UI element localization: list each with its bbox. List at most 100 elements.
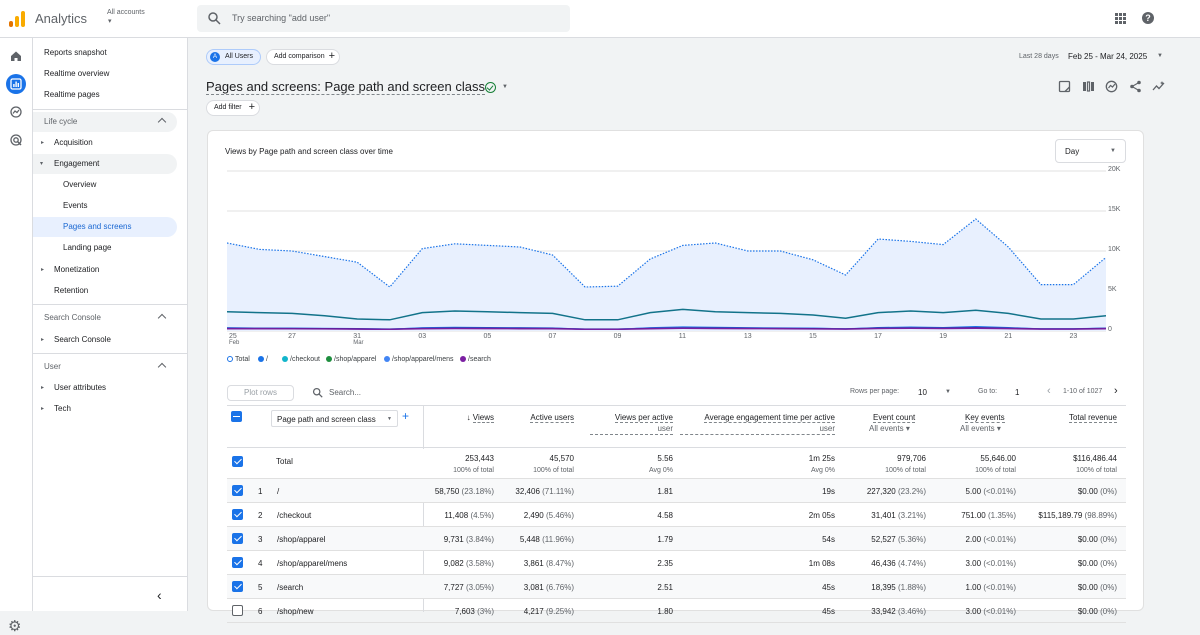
edit-comparison-icon[interactable] <box>1058 80 1071 93</box>
metric-value: 2,490 <box>523 511 544 520</box>
account-selector[interactable]: All accounts <box>107 9 145 16</box>
add-comparison-button[interactable]: Add comparison + <box>266 49 340 65</box>
nav-section-life-cycle[interactable]: Life cycle <box>33 112 177 132</box>
total-value: 253,443 <box>465 454 494 463</box>
next-page-icon[interactable]: › <box>1114 385 1118 397</box>
help-icon[interactable]: ? <box>1142 12 1154 24</box>
nav-monetization[interactable]: ▸ Monetization <box>33 260 177 280</box>
page-title[interactable]: Pages and screens: Page path and screen … <box>206 79 485 95</box>
share-icon[interactable] <box>1129 80 1142 93</box>
reports-icon[interactable] <box>6 74 26 94</box>
page-path[interactable]: /checkout <box>277 511 312 520</box>
previous-page-icon[interactable]: ‹ <box>1047 385 1051 397</box>
header-avg-engagement-time[interactable]: Average engagement time per active user <box>680 412 835 435</box>
header-views-per-active-user[interactable]: Views per active user <box>590 412 673 435</box>
plot-rows-button[interactable]: Plot rows <box>227 385 294 401</box>
page-path[interactable]: / <box>277 487 280 496</box>
table-row[interactable]: 2/checkout 11,408 (4.5%) 2,490 (5.46%) 4.58… <box>227 503 1126 527</box>
series-line-1[interactable] <box>227 308 1106 321</box>
caret-down-icon[interactable]: ▼ <box>1157 53 1163 59</box>
series-line-0[interactable] <box>227 218 1106 288</box>
metric-value: 31,401 <box>871 511 896 520</box>
metric-value: 1.80 <box>657 607 673 616</box>
search-box[interactable]: Try searching "add user" <box>197 5 570 32</box>
legend-item[interactable]: /search <box>460 356 491 363</box>
advertising-icon[interactable] <box>6 130 26 150</box>
nav-tech[interactable]: ▸ Tech <box>33 399 177 419</box>
nav-engagement-overview[interactable]: Overview <box>33 175 177 195</box>
rows-per-page-select[interactable]: 10 <box>918 388 927 397</box>
legend-item[interactable]: /shop/apparel/mens <box>384 356 453 363</box>
page-path[interactable]: /shop/apparel/mens <box>277 559 348 568</box>
collapse-nav-icon[interactable]: ‹ <box>157 587 162 603</box>
row-checkbox[interactable] <box>232 533 243 544</box>
series-line-5[interactable] <box>227 327 1106 331</box>
table-row[interactable]: 6/shop/new 7,603 (3%) 4,217 (9.25%) 1.80 45s… <box>227 599 1126 623</box>
nav-acquisition[interactable]: ▸ Acquisition <box>33 133 177 153</box>
metric-percent: (11.96%) <box>542 535 574 544</box>
nav-retention[interactable]: Retention <box>33 281 177 301</box>
legend-item[interactable]: Total <box>227 356 250 363</box>
legend-item[interactable]: / <box>258 356 268 363</box>
table-row[interactable]: 1 / 58,750 (23.18%) 32,406 (71.11%) 1.81 19s 2… <box>227 479 1126 503</box>
caret-down-icon: ▼ <box>387 416 392 422</box>
key-event-filter-select[interactable]: All events ▾ <box>960 424 1001 433</box>
nav-section-user[interactable]: User <box>33 357 177 377</box>
legend-item[interactable]: /shop/apparel <box>326 356 376 363</box>
table-row[interactable]: 5/search 7,727 (3.05%) 3,081 (6.76%) 2.51 45… <box>227 575 1126 599</box>
settings-gear-icon[interactable]: ⚙ <box>8 618 22 635</box>
search-placeholder[interactable]: Try searching "add user" <box>232 13 331 23</box>
nav-engagement[interactable]: ▾ Engagement <box>33 154 177 174</box>
nav-pages-and-screens[interactable]: Pages and screens <box>33 217 177 237</box>
table-search-input[interactable]: Search... <box>329 388 362 397</box>
page-path[interactable]: /search <box>277 583 304 592</box>
header-event-count[interactable]: Event count All events ▾ <box>850 412 917 434</box>
all-users-chip[interactable]: A All Users <box>206 49 261 65</box>
total-value: 5.56 <box>657 454 673 463</box>
date-range-selector[interactable]: Feb 25 - Mar 24, 2025 <box>1068 52 1148 61</box>
nav-user-attributes[interactable]: ▸ User attributes <box>33 378 177 398</box>
nav-realtime-pages[interactable]: Realtime pages <box>33 85 177 105</box>
add-filter-button[interactable]: Add filter + <box>206 100 260 116</box>
insights-icon[interactable] <box>1105 80 1118 93</box>
granularity-select[interactable]: Day ▼ <box>1055 139 1126 163</box>
nav-label: Realtime pages <box>44 90 100 99</box>
page-path[interactable]: /shop/new <box>277 607 314 616</box>
row-checkbox[interactable] <box>232 581 243 592</box>
row-checkbox[interactable] <box>232 485 243 496</box>
select-all-checkbox[interactable] <box>231 411 242 422</box>
trend-sparkle-icon[interactable] <box>1152 80 1165 93</box>
apps-grid-icon[interactable] <box>1115 13 1126 24</box>
caret-down-icon[interactable]: ▼ <box>502 84 508 90</box>
header-active-users[interactable]: Active users <box>500 412 574 423</box>
nav-search-console[interactable]: ▸ Search Console <box>33 330 177 350</box>
header-total-revenue[interactable]: Total revenue <box>1040 412 1117 423</box>
header-views[interactable]: ↓ Views <box>440 412 494 423</box>
page-path[interactable]: /shop/apparel <box>277 535 326 544</box>
nav-reports-snapshot[interactable]: Reports snapshot <box>33 43 177 63</box>
customize-report-icon[interactable] <box>1082 80 1095 93</box>
total-row-checkbox[interactable] <box>232 456 243 467</box>
row-checkbox[interactable] <box>232 557 243 568</box>
event-filter-select[interactable]: All events ▾ <box>869 424 910 433</box>
rows-per-page-label: Rows per page: <box>850 388 900 395</box>
table-row[interactable]: 3/shop/apparel 9,731 (3.84%) 5,448 (11.96%… <box>227 527 1126 551</box>
add-dimension-icon[interactable]: + <box>402 409 410 423</box>
header-key-events[interactable]: Key events All events ▾ <box>950 412 1017 434</box>
nav-landing-page[interactable]: Landing page <box>33 238 177 258</box>
caret-down-icon[interactable]: ▼ <box>945 389 951 395</box>
table-row[interactable]: 4/shop/apparel/mens 9,082 (3.58%) 3,861 (8… <box>227 551 1126 575</box>
nav-realtime-overview[interactable]: Realtime overview <box>33 64 177 84</box>
row-checkbox[interactable] <box>232 509 243 520</box>
go-to-input[interactable]: 1 <box>1015 388 1020 397</box>
legend-item[interactable]: /checkout <box>282 356 320 363</box>
explore-icon[interactable] <box>6 102 26 122</box>
metric-cell: 2m 05s <box>809 511 835 520</box>
dimension-select[interactable]: Page path and screen class ▼ <box>271 410 398 427</box>
home-icon[interactable] <box>6 46 26 66</box>
nav-events[interactable]: Events <box>33 196 177 216</box>
caret-down-icon[interactable]: ▾ <box>108 18 112 25</box>
analytics-logo[interactable] <box>9 11 25 27</box>
nav-section-search-console[interactable]: Search Console <box>33 308 177 328</box>
header-label: Event count <box>873 413 916 423</box>
